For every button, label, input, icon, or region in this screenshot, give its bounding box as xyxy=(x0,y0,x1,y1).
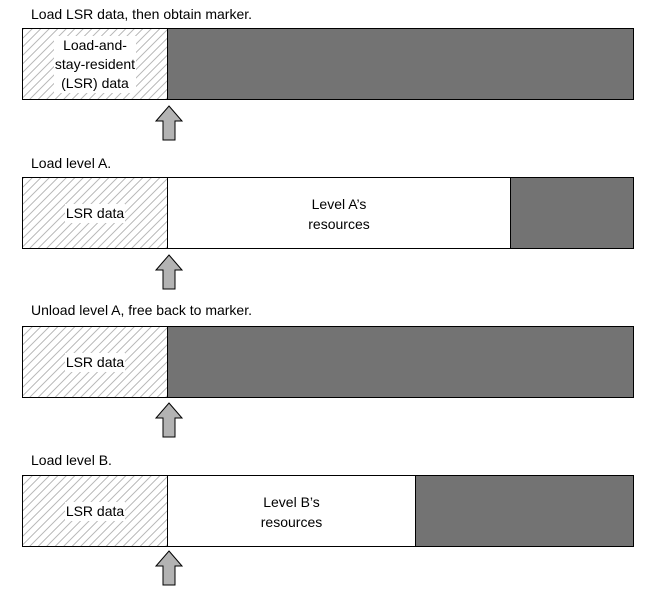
step-3-lsr-label: LSR data xyxy=(64,352,126,372)
step-2-level-a-resources-block: Level A’s resources xyxy=(168,178,511,248)
step-2-lsr-label: LSR data xyxy=(64,203,126,223)
step-4-memory-bar: LSR data Level B’s resources xyxy=(22,475,634,547)
step-2-memory-bar: LSR data Level A’s resources xyxy=(22,177,634,249)
step-1-memory-bar: Load-and- stay-resident (LSR) data xyxy=(22,28,634,100)
step-4-lsr-block: LSR data xyxy=(23,476,168,546)
step-1-lsr-label: Load-and- stay-resident (LSR) data xyxy=(53,35,137,93)
step-2-resources-label: Level A’s resources xyxy=(308,196,370,232)
marker-arrow-icon xyxy=(154,550,184,586)
marker-arrow-icon xyxy=(154,254,184,290)
marker-arrow-icon xyxy=(154,105,184,141)
step-1-caption: Load LSR data, then obtain marker. xyxy=(31,6,253,22)
step-4-lsr-label: LSR data xyxy=(64,501,126,521)
step-3-caption: Unload level A, free back to marker. xyxy=(31,302,252,318)
step-3-lsr-block: LSR data xyxy=(23,327,168,397)
step-3-memory-bar: LSR data xyxy=(22,326,634,398)
step-2-caption: Load level A. xyxy=(31,155,112,171)
marker-arrow-icon xyxy=(154,402,184,438)
step-2-lsr-block: LSR data xyxy=(23,178,168,248)
step-4-resources-label: Level B’s resources xyxy=(260,494,323,530)
step-4-level-b-resources-block: Level B’s resources xyxy=(168,476,416,546)
step-4-caption: Load level B. xyxy=(31,452,112,468)
step-1-lsr-block: Load-and- stay-resident (LSR) data xyxy=(23,29,168,99)
